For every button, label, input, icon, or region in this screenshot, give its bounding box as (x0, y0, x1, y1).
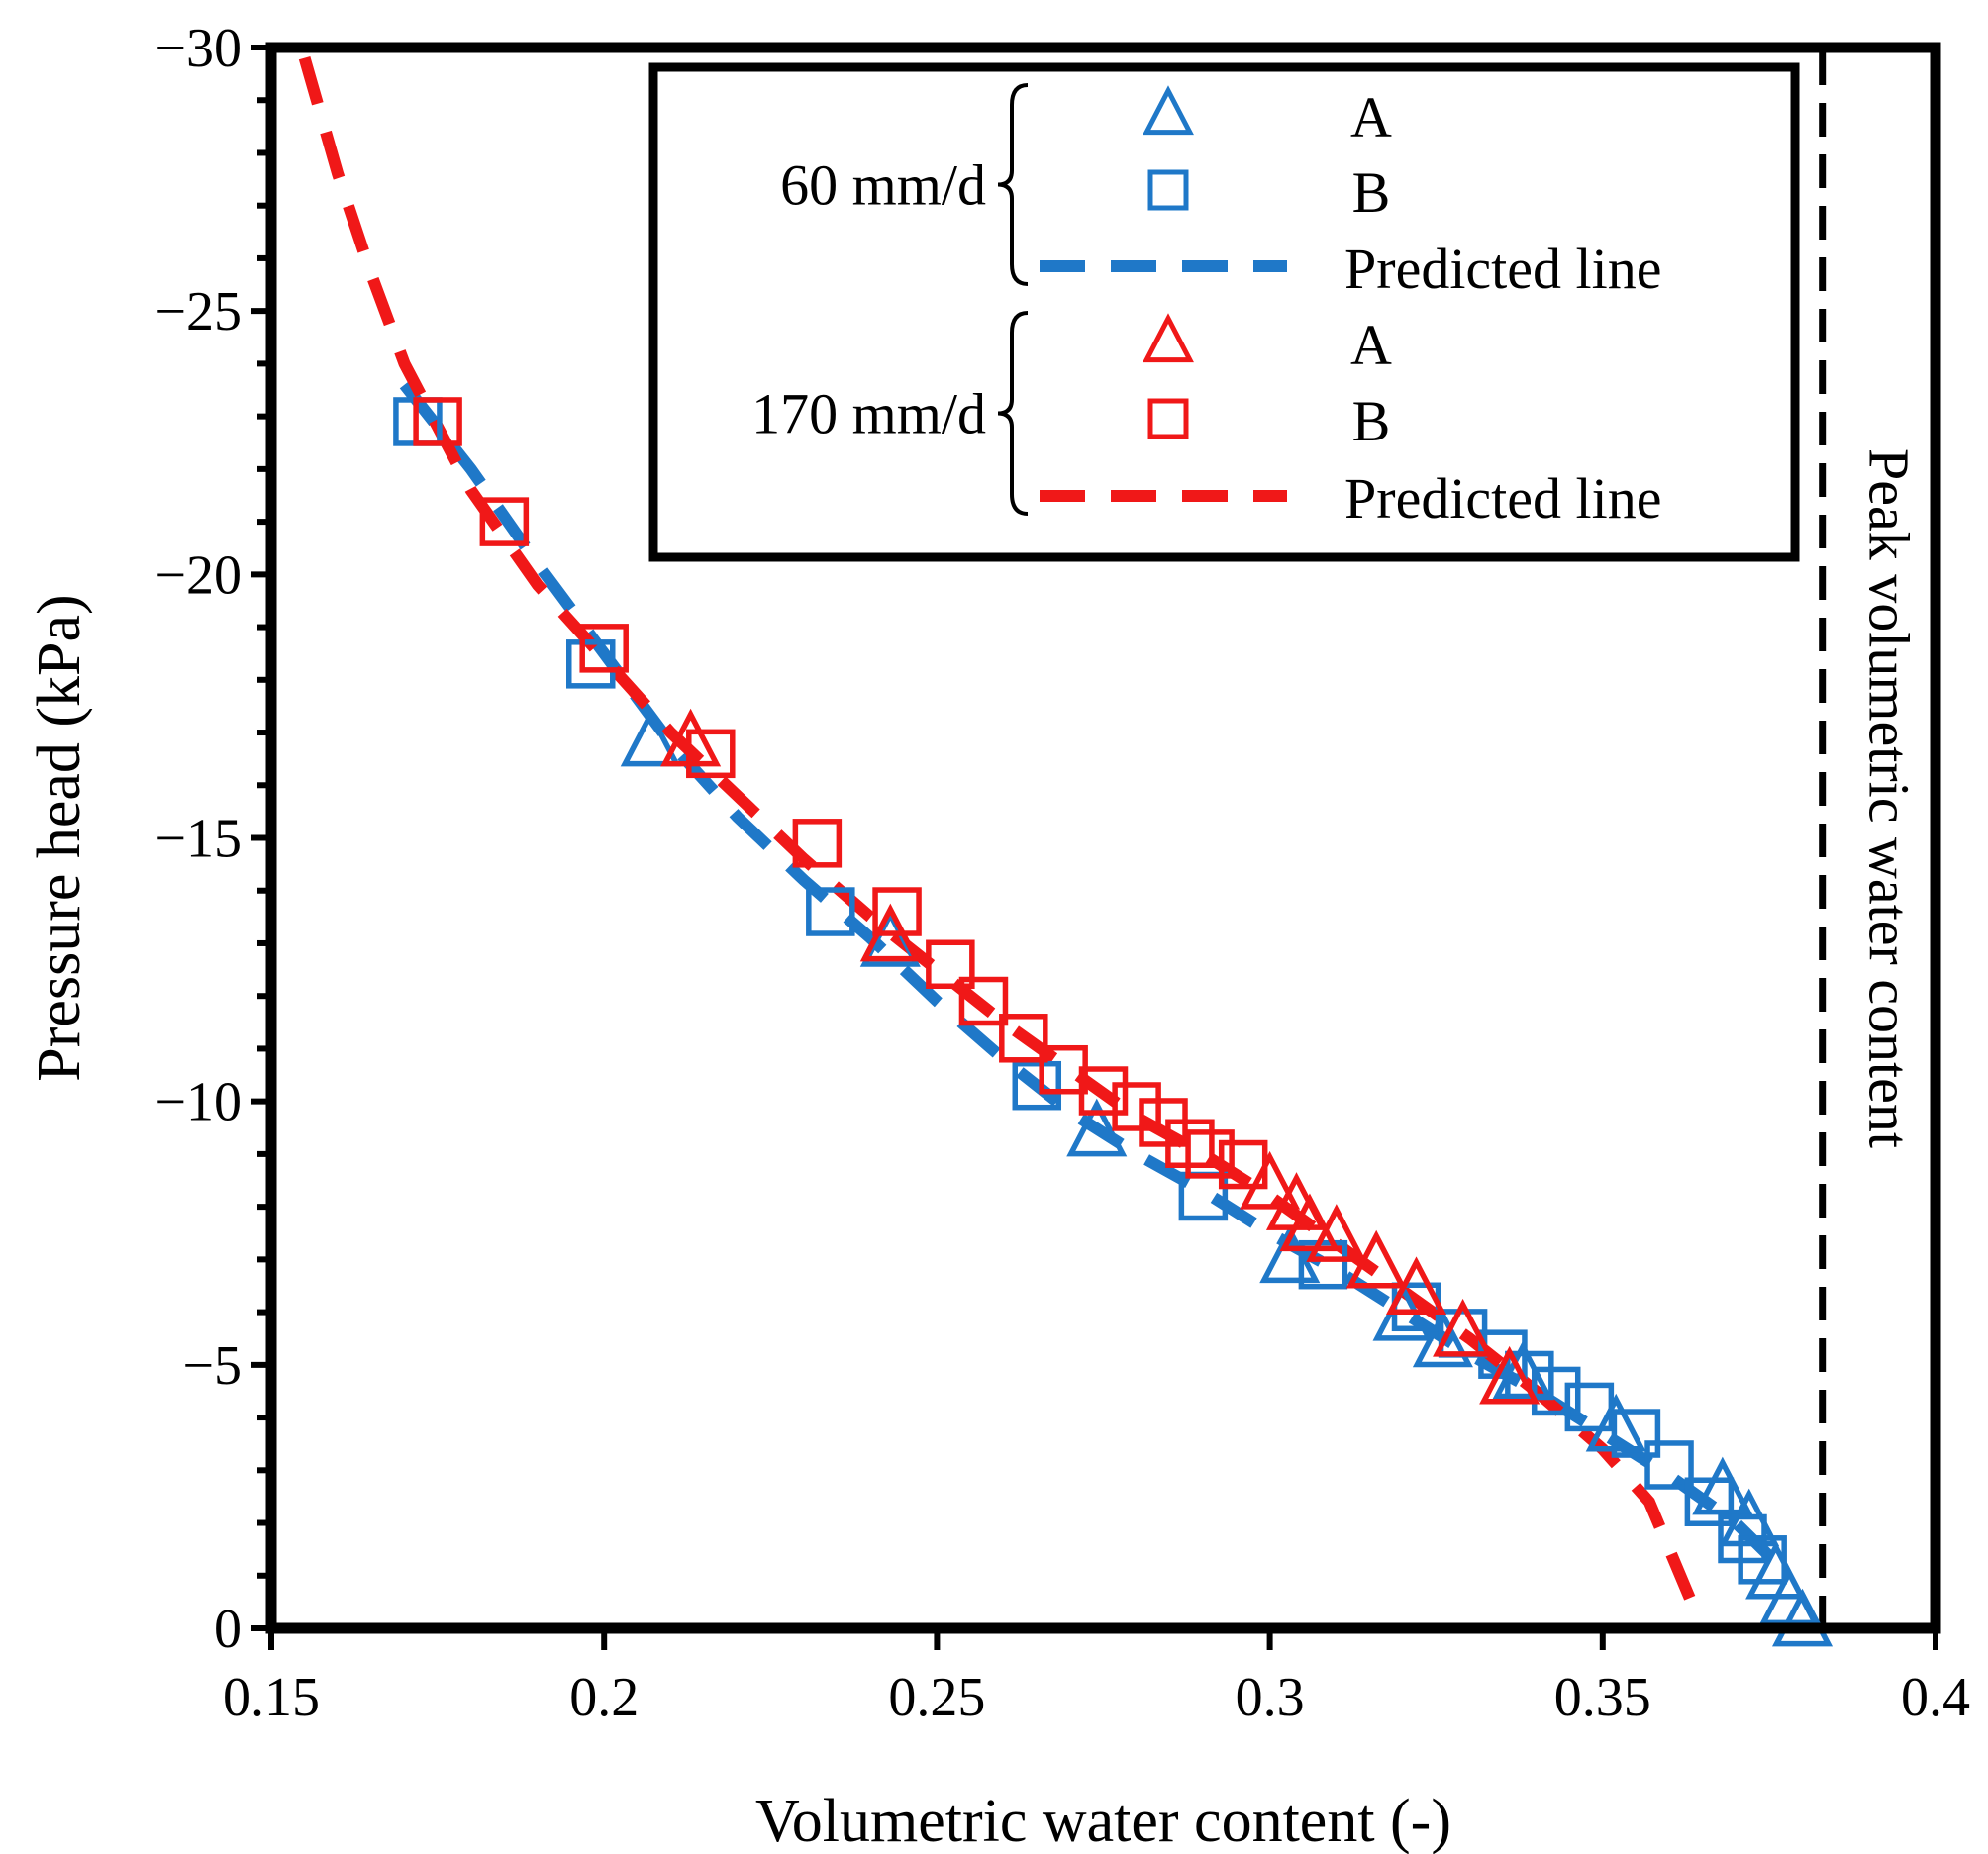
x-tick-label: 0.15 (223, 1667, 320, 1728)
square-point-170mmd (999, 1014, 1048, 1063)
legend-entry-label: A (1350, 85, 1392, 149)
predicted-line-60mmd (399, 380, 1794, 1581)
triangle-point-170mmd (1279, 1193, 1341, 1252)
legend-square-marker (1147, 169, 1189, 211)
x-tick-label: 0.25 (888, 1667, 985, 1728)
square-point-60mmd (1298, 1239, 1348, 1290)
triangle-point-60mmd (1692, 1456, 1753, 1515)
x-tick-label: 0.2 (569, 1667, 639, 1728)
legend-triangle-marker (1143, 85, 1194, 136)
plot-marks (298, 51, 1834, 1647)
triangle-point-60mmd (1066, 1098, 1128, 1157)
triangle-point-60mmd (1771, 1588, 1834, 1647)
x-tick-label: 0.35 (1554, 1667, 1651, 1728)
triangle-point-170mmd (1479, 1345, 1541, 1405)
triangle-point-170mmd (1240, 1150, 1301, 1210)
legend-box (648, 62, 1800, 562)
legend-entry-label: B (1352, 389, 1391, 453)
triangle-point-60mmd (1745, 1540, 1807, 1600)
legend-brace (997, 311, 1029, 516)
legend-square-marker (1147, 398, 1189, 439)
y-tick-label: −10 (154, 1072, 242, 1133)
square-point-170mmd (1078, 1066, 1129, 1116)
legend-group-label: 170 mm/d (751, 382, 986, 446)
y-tick-label: −15 (154, 809, 242, 870)
legend-entry-label: A (1350, 313, 1392, 377)
y-tick-label: −20 (154, 544, 242, 606)
square-point-60mmd (1505, 1350, 1554, 1401)
x-tick-label: 0.3 (1236, 1667, 1305, 1728)
square-point-60mmd (1531, 1366, 1581, 1416)
legend-entry-label: B (1352, 160, 1391, 225)
y-tick-label: −30 (154, 18, 242, 79)
square-point-170mmd (686, 729, 736, 779)
triangle-point-60mmd (1412, 1309, 1473, 1368)
peak-line-label: Peak volumetric water content (1857, 448, 1922, 1148)
y-axis-title: Pressure head (kPa) (26, 594, 93, 1081)
y-tick-label: −25 (154, 281, 242, 342)
triangle-point-170mmd (1385, 1256, 1447, 1316)
square-point-170mmd (1112, 1082, 1161, 1131)
square-point-170mmd (1185, 1129, 1235, 1179)
square-point-60mmd (1738, 1535, 1787, 1585)
y-tick-label: 0 (214, 1599, 242, 1660)
square-point-170mmd (926, 939, 975, 990)
square-point-170mmd (579, 624, 629, 673)
square-point-170mmd (872, 887, 922, 936)
square-point-170mmd (1218, 1139, 1268, 1190)
square-point-60mmd (1012, 1060, 1062, 1111)
triangle-point-170mmd (1433, 1298, 1494, 1357)
square-point-60mmd (566, 639, 616, 689)
triangle-point-60mmd (620, 708, 681, 767)
square-point-170mmd (413, 397, 462, 446)
square-point-170mmd (479, 497, 530, 546)
square-point-170mmd (958, 976, 1009, 1026)
square-point-60mmd (1564, 1382, 1615, 1432)
axis-ticks: 0.15 0.2 0.25 0.3 0.35 0.4 0 −5 −10 −15 −20 −25 −30 (154, 18, 1970, 1728)
y-tick-label: −5 (182, 1335, 242, 1397)
square-point-60mmd (806, 887, 855, 936)
triangle-point-170mmd (1306, 1204, 1367, 1262)
square-point-60mmd (1644, 1440, 1694, 1490)
square-point-60mmd (1684, 1477, 1735, 1526)
x-axis-title: Volumetric water content (-) (755, 1788, 1451, 1854)
square-point-60mmd (1611, 1409, 1661, 1458)
triangle-point-170mmd (1345, 1229, 1407, 1289)
legend-entry-label: Predicted line (1344, 466, 1662, 531)
legend-entry-label: Predicted line (1344, 237, 1662, 301)
legend-group-label: 60 mm/d (780, 153, 986, 218)
square-point-170mmd (792, 819, 843, 868)
legend-brace (997, 83, 1029, 286)
legend-triangle-marker (1143, 313, 1194, 363)
x-tick-label: 0.4 (1901, 1667, 1970, 1728)
